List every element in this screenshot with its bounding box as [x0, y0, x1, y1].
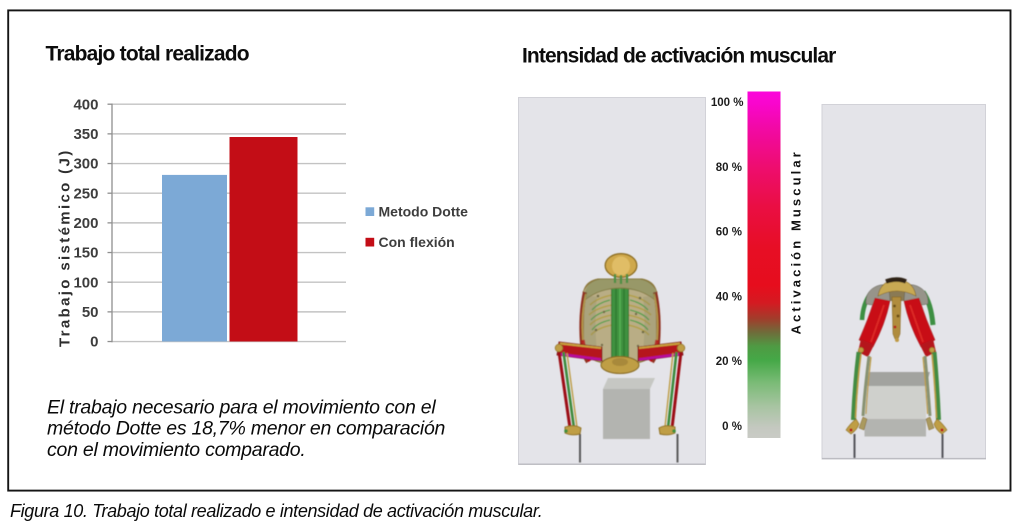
- svg-text:40 %: 40 %: [716, 291, 742, 303]
- svg-text:Intensidad de activación muscu: Intensidad de activación muscular: [522, 44, 836, 67]
- svg-text:100: 100: [73, 274, 98, 291]
- svg-text:con el movimiento comparado.: con el movimiento comparado.: [47, 439, 306, 461]
- svg-text:Figura 10. Trabajo total reali: Figura 10. Trabajo total realizado e int…: [10, 501, 542, 521]
- svg-text:100 %: 100 %: [711, 97, 744, 109]
- svg-text:400: 400: [73, 96, 98, 113]
- svg-text:Trabajo sistémico (J): Trabajo sistémico (J): [57, 148, 74, 347]
- svg-text:Trabajo total realizado: Trabajo total realizado: [46, 42, 249, 65]
- svg-text:350: 350: [73, 126, 98, 143]
- svg-text:200: 200: [73, 215, 98, 232]
- svg-text:250: 250: [73, 185, 98, 202]
- svg-text:método Dotte es 18,7% menor en: método Dotte es 18,7% menor en comparaci…: [47, 418, 445, 440]
- svg-text:150: 150: [73, 245, 98, 262]
- svg-text:20 %: 20 %: [716, 356, 742, 368]
- svg-text:Con flexión: Con flexión: [379, 234, 455, 250]
- svg-text:Activación Muscular: Activación Muscular: [789, 149, 804, 334]
- svg-text:El trabajo necesario para el m: El trabajo necesario para el movimiento …: [47, 396, 436, 418]
- svg-text:300: 300: [73, 156, 98, 173]
- svg-text:80 %: 80 %: [716, 162, 742, 174]
- svg-text:Metodo Dotte: Metodo Dotte: [379, 204, 469, 220]
- svg-text:60 %: 60 %: [716, 227, 742, 239]
- svg-text:0 %: 0 %: [722, 421, 742, 433]
- svg-text:0: 0: [90, 334, 98, 351]
- svg-text:50: 50: [82, 304, 99, 321]
